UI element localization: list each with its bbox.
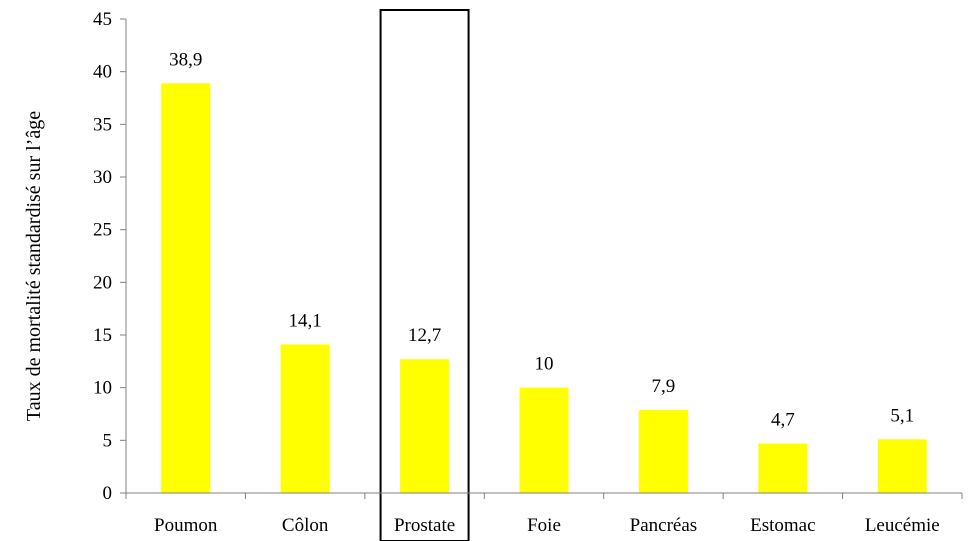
bar-poumon [161,83,211,494]
category-label: Pancréas [630,515,698,536]
data-label: 5,1 [890,405,914,426]
y-tick-label: 30 [93,167,112,188]
bar-foie [519,387,569,493]
bar-estomac [758,443,808,493]
category-label: Leucémie [865,515,940,536]
bar-prostate [400,359,450,493]
y-tick-label: 15 [93,325,112,346]
y-tick-label: 10 [93,378,112,399]
highlight-box [379,9,470,541]
data-label: 4,7 [771,409,795,430]
labels-layer: 0 5 10 15 20 25 30 35 40 45 38,9 Poumon 14,1 Côlon 12,… [93,9,940,536]
category-label: Estomac [750,515,815,536]
y-axis-title: Taux de mortalité standardisé sur l’âge [23,111,45,421]
data-label: 14,1 [289,310,322,331]
data-label: 7,9 [652,376,676,397]
y-tick-label: 35 [93,114,112,135]
axes-layer [120,18,963,499]
y-tick-label: 25 [93,220,112,241]
category-label: Prostate [394,515,455,536]
y-tick-label: 5 [103,430,113,451]
y-tick-label: 40 [93,62,112,83]
bar-leucémie [877,439,927,493]
bar-pancréas [638,409,688,493]
category-label: Foie [527,515,561,536]
y-tick-label: 0 [103,483,113,504]
y-tick-label: 20 [93,272,112,293]
highlight-layer [379,9,470,541]
bar-côlon [280,344,330,493]
y-tick-label: 45 [93,9,112,30]
data-label: 38,9 [169,49,202,70]
category-label: Poumon [154,515,218,536]
category-label: Côlon [282,515,329,536]
data-label: 12,7 [408,325,441,346]
bars-layer [161,83,927,494]
data-label: 10 [535,354,554,375]
